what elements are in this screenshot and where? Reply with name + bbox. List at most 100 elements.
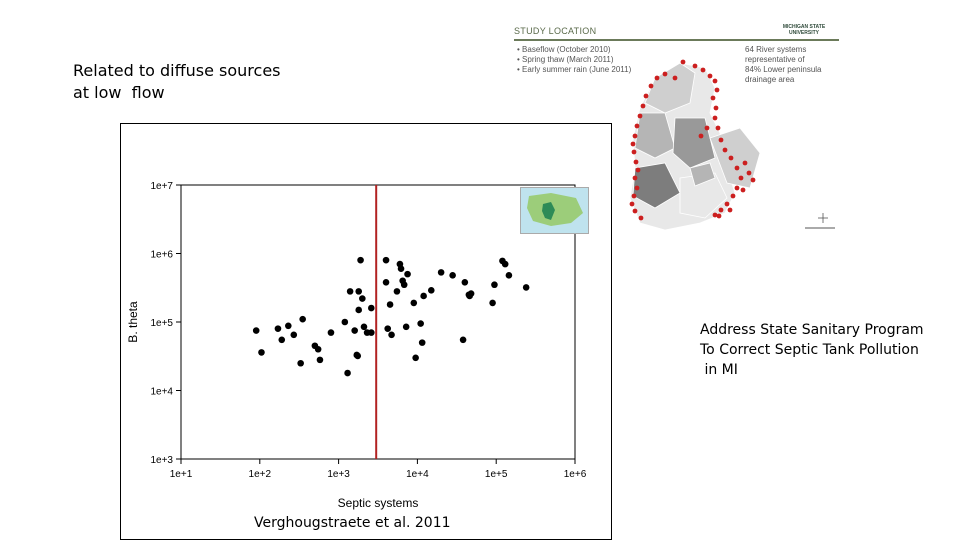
site-marker <box>643 93 649 99</box>
data-point <box>285 322 292 330</box>
site-marker <box>742 160 748 166</box>
site-marker <box>631 149 637 155</box>
data-point <box>489 299 496 307</box>
data-point <box>467 290 475 297</box>
data-point <box>459 336 467 344</box>
right-annotation: Address State Sanitary Program To Correc… <box>700 320 950 380</box>
site-marker <box>715 125 721 131</box>
data-point <box>327 329 335 336</box>
msu-logo: MICHIGAN STATE UNIVERSITY <box>774 24 834 36</box>
data-point <box>417 320 424 327</box>
michigan-map-graphic <box>629 59 835 231</box>
site-marker <box>738 175 744 181</box>
great-lakes-inset-map <box>520 187 589 234</box>
watershed-shape <box>632 162 681 209</box>
x-tick-label: 1e+1 <box>170 469 193 480</box>
y-tick-label: 1e+3 <box>150 455 173 466</box>
x-tick-label: 1e+3 <box>327 469 350 480</box>
right-annotation-line2: To Correct Septic Tank Pollution <box>700 342 919 358</box>
x-tick-label: 1e+6 <box>564 469 587 480</box>
site-marker <box>637 113 643 119</box>
data-point <box>367 304 375 312</box>
data-point <box>412 354 419 362</box>
lower-peninsula-watersheds <box>629 62 761 231</box>
data-point <box>522 284 530 291</box>
data-point <box>505 272 513 279</box>
y-tick-label: 1e+5 <box>150 318 173 329</box>
x-tick-label: 1e+2 <box>249 469 272 480</box>
site-marker <box>634 185 640 191</box>
site-marker <box>730 193 736 199</box>
data-point <box>316 356 324 364</box>
right-annotation-line3: in MI <box>700 362 738 378</box>
site-marker <box>734 185 740 191</box>
data-point <box>299 315 306 323</box>
site-marker <box>710 95 716 101</box>
site-marker <box>704 125 710 131</box>
site-marker <box>718 137 724 143</box>
site-marker <box>727 207 733 213</box>
data-point <box>427 287 435 294</box>
data-point <box>357 256 364 264</box>
side-note-line3: 84% Lower peninsula <box>745 65 822 74</box>
site-marker <box>722 147 728 153</box>
site-marker <box>740 187 746 193</box>
site-marker <box>746 170 752 176</box>
scatter-plot: 1e+31e+41e+51e+61e+7 1e+1 1e+2 1e+3 1e+4 1e+… <box>126 181 587 510</box>
scatter-plot-frame: 1e+3 1e+4 1e+5 1e+6 1e+7 1e+1 1e+2 1e+3 1e+4 1e+… <box>120 123 612 540</box>
data-point <box>297 359 304 367</box>
site-marker <box>716 213 722 219</box>
data-point <box>410 299 418 307</box>
site-marker <box>700 67 706 73</box>
data-point <box>274 325 282 332</box>
data-point <box>418 339 426 346</box>
site-marker <box>712 212 718 218</box>
site-marker <box>633 159 639 165</box>
site-marker <box>629 201 635 207</box>
map-header: STUDY LOCATION <box>514 26 597 36</box>
right-annotation-line1: Address State Sanitary Program <box>700 322 924 338</box>
site-marker <box>632 208 638 214</box>
citation: Verghougstraete et al. 2011 <box>254 515 451 531</box>
site-marker <box>654 75 660 81</box>
sampling-events-list: Baseflow (October 2010) Spring thaw (Mar… <box>517 45 631 75</box>
x-tick-label: 1e+4 <box>406 469 429 480</box>
data-points <box>252 256 530 377</box>
data-point <box>388 331 395 339</box>
data-point <box>367 329 375 336</box>
site-marker <box>692 63 698 69</box>
data-point <box>359 295 366 302</box>
data-point <box>382 278 390 286</box>
data-point <box>346 288 354 295</box>
data-point <box>258 349 265 356</box>
watershed-shape <box>634 112 676 159</box>
inset-michigan <box>542 202 555 220</box>
left-annotation-line1: Related to diffuse sources <box>73 61 281 80</box>
list-item: Baseflow (October 2010) <box>517 45 631 55</box>
site-marker <box>724 201 730 207</box>
inset-land <box>527 193 583 226</box>
data-point <box>437 269 445 276</box>
data-point <box>354 352 362 360</box>
list-item: Spring thaw (March 2011) <box>517 55 631 65</box>
plot-area <box>180 184 576 460</box>
data-point <box>360 323 368 331</box>
site-marker <box>648 83 654 89</box>
monitoring-sites <box>629 59 756 221</box>
x-axis-ticks: 1e+1 1e+2 1e+3 1e+4 1e+5 1e+6 <box>170 459 587 480</box>
site-marker <box>728 155 734 161</box>
data-point <box>384 325 392 332</box>
site-marker <box>662 71 668 77</box>
data-point <box>351 327 358 334</box>
data-point <box>355 288 363 295</box>
site-marker <box>698 133 704 139</box>
data-point <box>501 260 509 268</box>
data-point <box>278 336 286 344</box>
header-rule <box>514 39 839 41</box>
y-axis-label: B. theta <box>126 301 140 343</box>
x-axis-label: Septic systems <box>338 496 419 510</box>
site-marker <box>713 105 719 111</box>
scale-bar <box>805 213 835 229</box>
site-marker <box>632 133 638 139</box>
msu-logo-line2: UNIVERSITY <box>788 30 819 36</box>
